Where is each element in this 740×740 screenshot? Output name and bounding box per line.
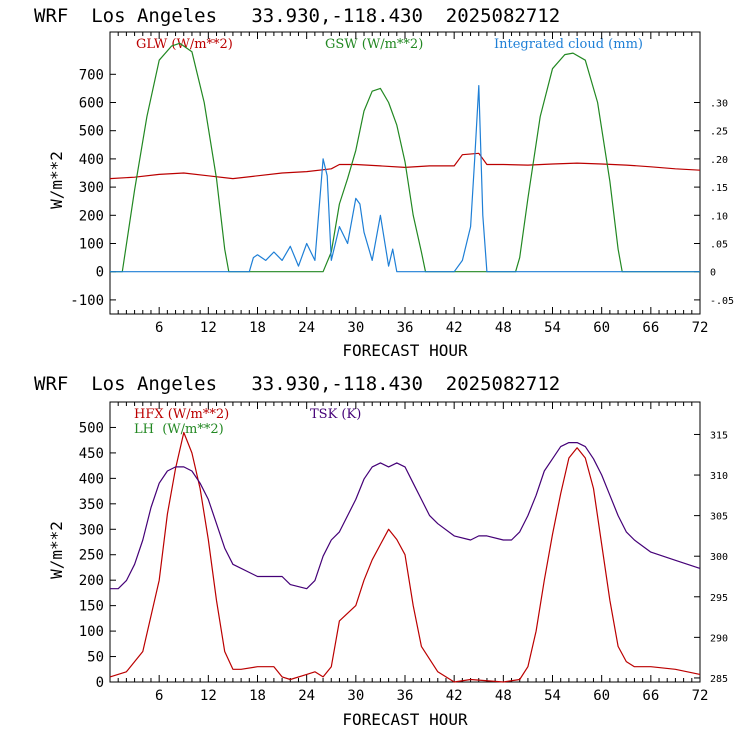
top-y2-tick-label: .10 bbox=[710, 211, 728, 222]
top-x-tick-label: 42 bbox=[446, 320, 463, 336]
top-y2-tick-label: -.05 bbox=[710, 296, 734, 307]
bottom-y-tick-label: 500 bbox=[79, 420, 104, 436]
legend-glw: GLW (W/m**2) bbox=[136, 37, 233, 52]
top-x-tick-label: 18 bbox=[249, 320, 266, 336]
bottom-y2-tick-label: 285 bbox=[710, 674, 728, 685]
top-x-tick-label: 24 bbox=[298, 320, 315, 336]
top-y2-tick-label: .15 bbox=[710, 183, 728, 194]
top-y2-tick-label: .25 bbox=[710, 127, 728, 138]
bottom-x-tick-label: 42 bbox=[446, 688, 463, 704]
legend-integrated-cloud: Integrated cloud (mm) bbox=[494, 37, 643, 52]
top-y2-tick-label: .20 bbox=[710, 155, 728, 166]
bottom-y2-tick-label: 310 bbox=[710, 471, 728, 482]
bottom-series-line-2 bbox=[110, 442, 701, 590]
top-x-tick-label: 60 bbox=[593, 320, 610, 336]
bottom-x-tick-label: 6 bbox=[155, 688, 163, 704]
top-x-tick-label: 6 bbox=[155, 320, 163, 336]
bottom-x-tick-label: 48 bbox=[495, 688, 512, 704]
bottom-y-tick-label: 100 bbox=[79, 624, 104, 640]
top-series-line-1 bbox=[110, 42, 700, 273]
bottom-y2-tick-label: 315 bbox=[710, 430, 728, 441]
top-y-tick-label: 0 bbox=[96, 265, 104, 281]
bottom-x-tick-label: 72 bbox=[692, 688, 709, 704]
bottom-x-tick-label: 60 bbox=[593, 688, 610, 704]
top-y-tick-label: 400 bbox=[79, 152, 104, 168]
bottom-y2-tick-label: 300 bbox=[710, 552, 728, 563]
bottom-x-tick-label: 66 bbox=[642, 688, 659, 704]
top-y-tick-label: 100 bbox=[79, 237, 104, 253]
bottom-x-tick-label: 30 bbox=[347, 688, 364, 704]
bottom-y-tick-label: 350 bbox=[79, 497, 104, 513]
bottom-y2-tick-label: 305 bbox=[710, 512, 728, 523]
bottom-y2-tick-label: 290 bbox=[710, 633, 728, 644]
bottom-x-tick-label: 12 bbox=[200, 688, 217, 704]
bottom-y-tick-label: 450 bbox=[79, 446, 104, 462]
top-x-tick-label: 66 bbox=[642, 320, 659, 336]
legend-tsk: TSK (K) bbox=[310, 407, 361, 422]
legend-gsw: GSW (W/m**2) bbox=[325, 37, 423, 52]
bottom-y-tick-label: 300 bbox=[79, 522, 104, 538]
top-panel: WRF Los Angeles 33.930,-118.430 20250827… bbox=[34, 5, 734, 360]
bottom-y-axis-label: W/m**2 bbox=[47, 521, 66, 579]
bottom-y-tick-label: 50 bbox=[87, 650, 104, 666]
top-x-tick-label: 36 bbox=[397, 320, 414, 336]
top-x-tick-label: 48 bbox=[495, 320, 512, 336]
bottom-y-tick-label: 250 bbox=[79, 548, 104, 564]
bottom-y-tick-label: 150 bbox=[79, 599, 104, 615]
top-series-line-0 bbox=[109, 152, 701, 180]
top-series-line-2 bbox=[110, 85, 700, 273]
bottom-plot-frame bbox=[109, 401, 701, 683]
top-y2-tick-label: .30 bbox=[710, 99, 728, 110]
bottom-x-tick-label: 54 bbox=[544, 688, 561, 704]
top-y-tick-label: 700 bbox=[79, 67, 104, 83]
top-x-tick-label: 72 bbox=[692, 320, 709, 336]
top-y-tick-label: 500 bbox=[79, 124, 104, 140]
bottom-x-tick-label: 24 bbox=[298, 688, 315, 704]
top-y2-tick-label: 0 bbox=[710, 268, 716, 279]
bottom-series-line-0 bbox=[109, 431, 701, 683]
bottom-y-tick-label: 400 bbox=[79, 471, 104, 487]
bottom-x-tick-label: 36 bbox=[397, 688, 414, 704]
bottom-x-tick-label: 18 bbox=[249, 688, 266, 704]
top-x-tick-label: 30 bbox=[347, 320, 364, 336]
legend-hfx: HFX (W/m**2) bbox=[134, 407, 229, 422]
top-y-axis-label: W/m**2 bbox=[47, 151, 66, 209]
top-y-tick-label: 600 bbox=[79, 96, 104, 112]
bottom-y2-tick-label: 295 bbox=[710, 593, 728, 604]
top-y-tick-label: 200 bbox=[79, 208, 104, 224]
bottom-chart-title: WRF Los Angeles 33.930,-118.430 20250827… bbox=[34, 373, 560, 395]
top-y-tick-label: -100 bbox=[70, 293, 104, 309]
bottom-panel: WRF Los Angeles 33.930,-118.430 20250827… bbox=[34, 373, 728, 729]
bottom-x-axis-label: FORECAST HOUR bbox=[342, 710, 468, 729]
bottom-y-tick-label: 200 bbox=[79, 573, 104, 589]
top-y2-tick-label: .05 bbox=[710, 240, 728, 251]
top-x-tick-label: 54 bbox=[544, 320, 561, 336]
top-x-tick-label: 12 bbox=[200, 320, 217, 336]
top-chart-title: WRF Los Angeles 33.930,-118.430 20250827… bbox=[34, 5, 560, 27]
bottom-y-tick-label: 0 bbox=[96, 675, 104, 691]
legend-lh: LH (W/m**2) bbox=[134, 422, 224, 437]
top-x-axis-label: FORECAST HOUR bbox=[342, 341, 468, 360]
top-y-tick-label: 300 bbox=[79, 180, 104, 196]
